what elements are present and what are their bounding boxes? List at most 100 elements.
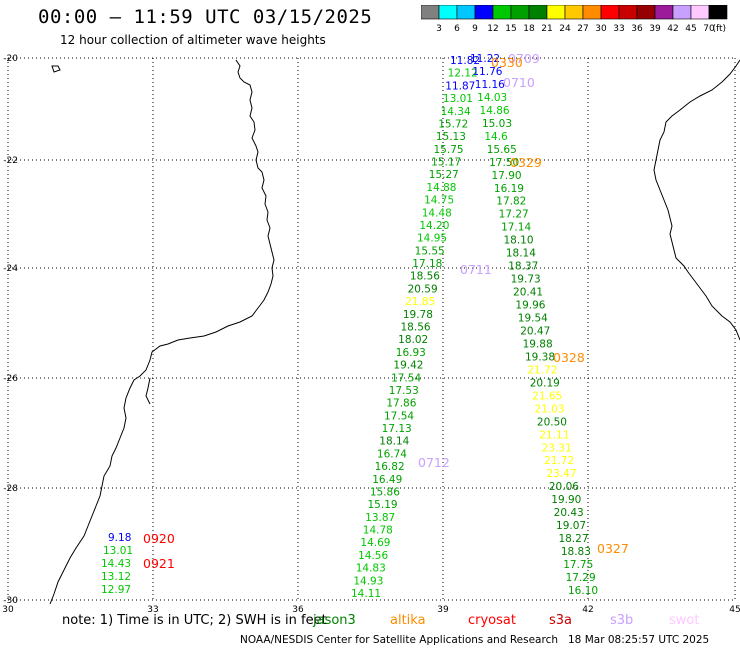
swh-value: 21.03 <box>535 403 565 415</box>
coastline <box>49 59 740 605</box>
colorbar-tick: 30 <box>595 24 607 34</box>
swh-value: 16.82 <box>375 461 405 473</box>
latitude-tick: -22 <box>3 156 18 166</box>
swh-value: 17.86 <box>386 398 416 410</box>
swh-value: 11.22 <box>470 53 500 65</box>
track-right: 11.2211.7611.1614.0314.8615.0314.615.651… <box>470 53 598 597</box>
swh-value: 14.56 <box>358 550 388 562</box>
swh-value: 20.43 <box>554 507 584 519</box>
swh-value: 14.03 <box>477 92 507 104</box>
swh-value: 18.14 <box>506 248 536 260</box>
latitude-tick: -26 <box>3 374 18 384</box>
swh-value: 14.75 <box>424 195 454 207</box>
swh-value: 15.65 <box>487 144 517 156</box>
legend-altika: altika <box>390 613 426 628</box>
swh-value: 14.86 <box>480 105 510 117</box>
longitude-tick: 36 <box>292 605 304 612</box>
colorbar-tick: 15 <box>505 24 516 34</box>
colorbar-tick: 36 <box>631 24 643 34</box>
swh-value: 15.86 <box>370 486 400 498</box>
swh-value: 14.11 <box>351 588 381 600</box>
swh-value: 21.11 <box>539 429 569 441</box>
pass-time-label: 0329 <box>510 155 542 170</box>
legend-swot: swot <box>669 613 700 628</box>
swh-value: 18.56 <box>401 322 431 334</box>
swh-value: 15.55 <box>415 245 445 257</box>
pass-time-label: 0712 <box>418 455 450 470</box>
coastline-madagascar <box>653 59 740 341</box>
pass-time-label: 0711 <box>460 262 492 277</box>
swh-value: 14.69 <box>360 537 390 549</box>
swh-value: 18.56 <box>410 271 440 283</box>
swh-value: 16.93 <box>396 347 426 359</box>
swh-value: 18.02 <box>398 334 428 346</box>
latitude-tick: -28 <box>3 484 18 494</box>
colorbar-tick: 39 <box>649 24 661 34</box>
swh-value: 17.53 <box>389 385 419 397</box>
swh-value: 14.20 <box>419 220 449 232</box>
swh-value: 20.59 <box>408 283 438 295</box>
swh-value: 20.47 <box>520 325 550 337</box>
swh-value: 19.73 <box>511 274 541 286</box>
swh-value: 16.49 <box>372 474 402 486</box>
swh-value: 19.78 <box>403 309 433 321</box>
swh-value: 21.65 <box>532 390 562 402</box>
swh-value: 19.38 <box>525 351 555 363</box>
swh-value: 17.54 <box>391 372 421 384</box>
swh-value: 18.37 <box>508 261 538 273</box>
swh-value: 18.14 <box>379 436 409 448</box>
swh-value: 17.90 <box>492 170 522 182</box>
swh-value: 19.88 <box>523 338 553 350</box>
swh-value: 21.72 <box>527 364 557 376</box>
swh-value: 19.07 <box>556 520 586 532</box>
colorbar-tick: 42 <box>667 24 678 34</box>
swh-value: 17.29 <box>566 572 596 584</box>
colorbar-tick: 24 <box>559 24 571 34</box>
swh-value: 14.93 <box>353 575 383 587</box>
legend-jason: jason3 <box>313 613 356 628</box>
swh-value: 17.50 <box>489 157 519 169</box>
swh-value: 13.01 <box>443 93 473 105</box>
latitude-tick: -30 <box>3 596 18 606</box>
pass-time-label: 0330 <box>491 55 523 70</box>
colorbar-unit: (ft) <box>712 24 726 34</box>
pass-time-label: 0710 <box>503 75 535 90</box>
swh-value: 9.18 <box>108 532 131 544</box>
swh-value: 16.74 <box>377 448 407 460</box>
swh-value: 16.10 <box>568 585 598 597</box>
colorbar-tick: 70 <box>703 24 715 34</box>
longitude-tick: 42 <box>582 605 593 612</box>
swh-value: 18.27 <box>558 533 588 545</box>
colorbar-tick: 21 <box>541 24 552 34</box>
altimeter-map: 30 33 36 39 42 45 -20 -22 -24 -26 -28 -30 11.8212.1… <box>2 51 740 612</box>
track-left: 11.8212.1211.8713.0114.3415.7215.1315.75… <box>351 55 480 600</box>
swh-value: 11.87 <box>445 80 475 92</box>
swh-value: 15.72 <box>438 118 468 130</box>
swh-value: 17.54 <box>384 410 414 422</box>
swh-value: 17.82 <box>496 196 526 208</box>
swh-value: 14.78 <box>363 525 393 537</box>
page-subtitle: 12 hour collection of altimeter wave hei… <box>60 33 326 47</box>
swh-value: 11.82 <box>450 55 480 67</box>
swh-value: 15.03 <box>482 118 512 130</box>
swh-value: 21.72 <box>544 455 574 467</box>
colorbar-tick: 3 <box>436 24 442 34</box>
swh-value: 16.19 <box>494 183 524 195</box>
legend-cryosat: cryosat <box>468 613 516 628</box>
swh-value: 14.83 <box>356 563 386 575</box>
coastline-bay-detail <box>145 377 151 405</box>
swh-value: 15.27 <box>429 169 459 181</box>
colorbar-tick: 45 <box>685 24 696 34</box>
swh-value: 20.41 <box>513 287 543 299</box>
swh-value: 17.18 <box>412 258 442 270</box>
pass-time-label: 0920 <box>143 531 175 546</box>
colorbar-tick: 33 <box>613 24 624 34</box>
credit-line: NOAA/NESDIS Center for Satellite Applica… <box>240 634 558 646</box>
swh-value: 14.95 <box>417 233 447 245</box>
footer-note: note: 1) Time is in UTC; 2) SWH is in fe… <box>62 613 327 628</box>
pass-time-label: 0327 <box>597 541 629 556</box>
swh-value: 13.87 <box>365 512 395 524</box>
longitude-tick: 39 <box>437 605 449 612</box>
